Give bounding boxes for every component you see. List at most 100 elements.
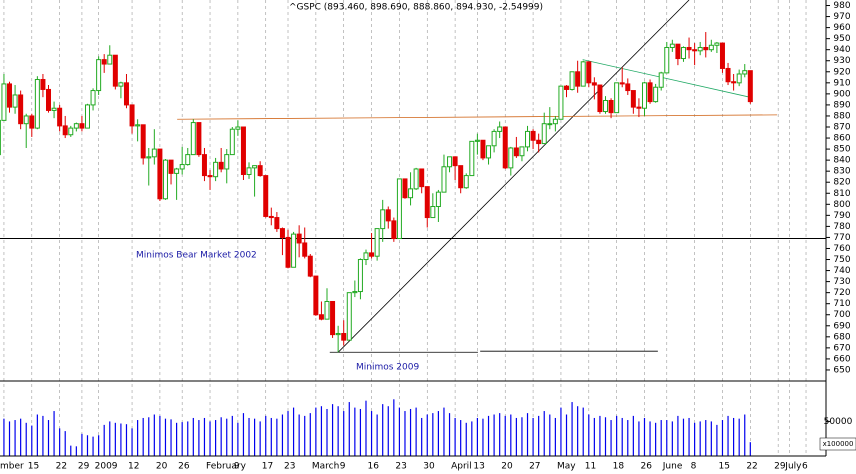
candle-body: [686, 46, 692, 51]
x-tick-label: 26: [640, 462, 652, 472]
candle-body: [396, 178, 402, 240]
x-tick-label: April: [451, 462, 472, 472]
candle-body: [190, 122, 196, 156]
candle-body: [653, 86, 659, 103]
y-tick-label: 860: [833, 134, 850, 144]
candle-body: [352, 291, 358, 294]
x-tick-label: March: [312, 462, 339, 472]
x-tick-label: 27: [529, 462, 540, 472]
x-tick-label: 15: [718, 462, 729, 472]
candle-body: [641, 82, 647, 109]
y-tick-label: 980: [833, 1, 850, 11]
y-tick-label: 780: [833, 222, 850, 232]
candle-body: [46, 88, 51, 111]
candle-body: [658, 72, 664, 88]
candle-body: [747, 70, 753, 103]
candle-body: [274, 217, 280, 230]
candle-body: [363, 252, 369, 261]
candle-body: [664, 46, 670, 74]
candle-body: [201, 154, 207, 177]
candle-body: [51, 107, 57, 111]
x-tick-label: 9: [340, 462, 346, 472]
candle-body: [318, 314, 324, 320]
candle-body: [380, 209, 386, 230]
x-tick-label: 29: [78, 462, 90, 472]
candle-body: [179, 164, 185, 170]
volume-tick-label: 50000: [824, 417, 853, 427]
candle-body: [736, 73, 742, 84]
candle-body: [62, 125, 68, 136]
candle-body: [469, 140, 475, 177]
candle-body: [614, 82, 620, 114]
candle-body: [441, 166, 447, 193]
candle-body: [73, 123, 79, 129]
y-tick-label: 810: [833, 189, 850, 199]
candle-body: [123, 82, 129, 106]
candle-body: [513, 147, 519, 157]
candle-body: [697, 46, 703, 52]
y-tick-label: 870: [833, 123, 850, 133]
candle-body: [402, 178, 408, 199]
x-tick-label: May: [557, 462, 576, 472]
candle-body: [374, 228, 380, 257]
x-tick-label: 20: [501, 462, 513, 472]
candle-body: [725, 67, 731, 83]
candle-body: [580, 61, 586, 87]
y-tick-label: 890: [833, 100, 850, 110]
candle-body: [591, 82, 597, 86]
x-tick-label: 2009: [95, 462, 118, 472]
candle-body: [497, 126, 503, 132]
y-tick-label: 820: [833, 178, 850, 188]
candle-body: [235, 126, 241, 130]
y-tick-label: 700: [833, 310, 850, 320]
candle-body: [291, 233, 297, 268]
candle-body: [452, 156, 458, 167]
candle-body: [252, 165, 258, 169]
candle-body: [480, 139, 486, 159]
x-tick-label: 15: [28, 462, 39, 472]
x-tick-label: June: [662, 462, 683, 472]
candle-body: [18, 94, 24, 125]
annotation: Minimos Bear Market 2002: [136, 251, 257, 261]
x-tick-label: 17: [262, 462, 273, 472]
candle-body: [140, 124, 146, 159]
candle-body: [279, 228, 285, 238]
candle-body: [40, 79, 46, 90]
candle-body: [151, 148, 157, 158]
candle-body: [296, 233, 302, 244]
x-tick-label: 22: [746, 462, 757, 472]
candle-body: [369, 252, 375, 257]
candle-body: [435, 191, 441, 208]
y-tick-label: 930: [833, 56, 850, 66]
candle-body: [647, 82, 653, 103]
candle-body: [536, 139, 542, 145]
candle-body: [79, 123, 85, 129]
candle-body: [7, 83, 13, 108]
chart-title: ^GSPC (893.460, 898.690, 888.860, 894.93…: [289, 3, 543, 13]
candle-body: [90, 90, 96, 106]
y-tick-label: 660: [833, 354, 850, 364]
candle-body: [118, 82, 124, 87]
candle-body: [229, 128, 235, 156]
candle-body: [185, 154, 191, 166]
y-tick-label: 850: [833, 145, 850, 155]
candle-body: [474, 139, 480, 142]
x-tick-label: 8: [691, 462, 697, 472]
candle-body: [419, 168, 425, 188]
x-tick-label: 12: [128, 462, 139, 472]
trend-line: [337, 0, 690, 353]
candle-body: [680, 46, 686, 60]
y-tick-label: 880: [833, 111, 850, 121]
candle-body: [346, 292, 352, 341]
annotation: Minimos 2009: [356, 363, 419, 373]
candle-body: [619, 82, 625, 85]
y-tick-label: 650: [833, 365, 850, 375]
candle-body: [430, 206, 436, 219]
candle-body: [207, 175, 213, 178]
candle-body: [112, 54, 118, 87]
candle-body: [519, 146, 525, 157]
candle-body: [625, 83, 631, 92]
candle-body: [552, 118, 558, 125]
